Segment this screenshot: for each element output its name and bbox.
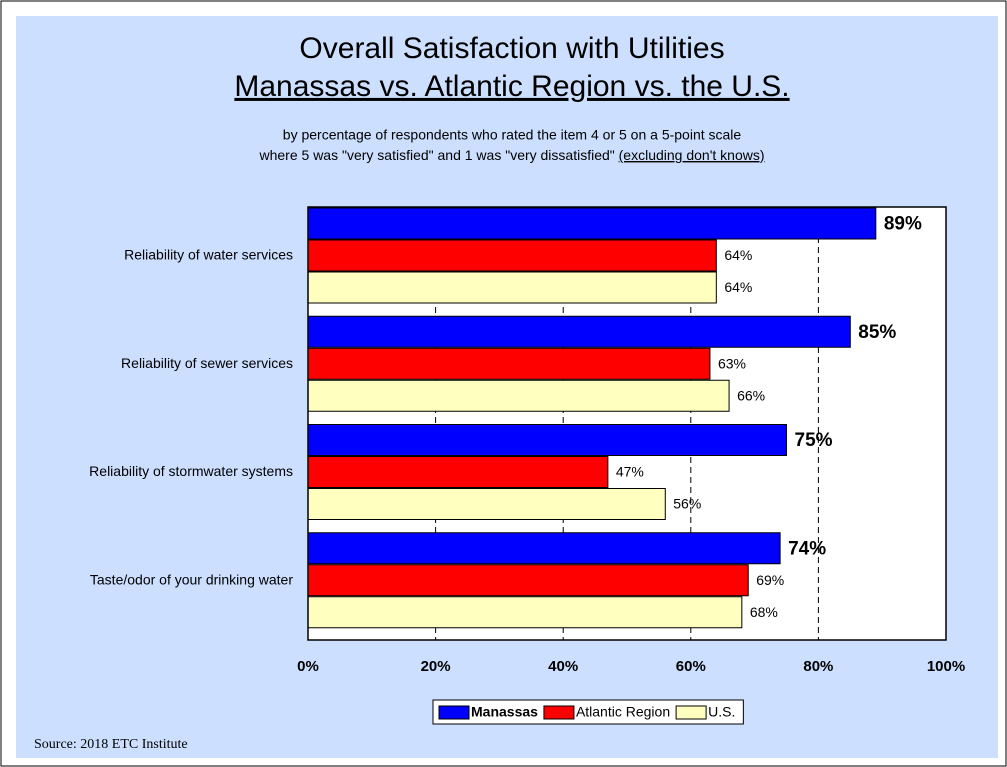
data-label: 69% xyxy=(756,572,784,588)
legend-label: Manassas xyxy=(471,704,538,720)
legend-label: Atlantic Region xyxy=(576,704,670,720)
note: where 5 was "very satisfied" and 1 was "… xyxy=(259,147,765,163)
legend: Manassas Atlantic Region U.S. xyxy=(432,699,744,725)
source: Source: 2018 ETC Institute xyxy=(34,737,188,752)
bar xyxy=(307,207,877,240)
note: by percentage of respondents who rated t… xyxy=(283,127,742,143)
x-tick-label: 60% xyxy=(676,658,706,675)
data-label: 64% xyxy=(724,279,752,295)
x-tick-label: 20% xyxy=(421,658,451,675)
bar xyxy=(307,239,717,272)
chart-subtitle: Manassas vs. Atlantic Region vs. the U.S… xyxy=(234,70,789,103)
data-label: 47% xyxy=(616,464,644,480)
data-label: 64% xyxy=(724,247,752,263)
bar xyxy=(307,315,851,348)
category-label: Taste/odor of your drinking water xyxy=(90,571,293,587)
legend-swatch xyxy=(675,705,707,720)
data-label: 75% xyxy=(795,430,833,451)
chart-title: Overall Satisfaction with Utilities xyxy=(299,32,724,65)
bar xyxy=(307,424,787,456)
bar xyxy=(307,564,749,597)
bar xyxy=(307,271,717,304)
data-label: 74% xyxy=(788,538,826,559)
legend-swatch xyxy=(438,705,470,720)
legend-label: U.S. xyxy=(708,704,735,720)
bar xyxy=(307,596,743,629)
note-text: where 5 was "very satisfied" and 1 was "… xyxy=(259,147,615,163)
bar xyxy=(307,488,666,520)
bar xyxy=(307,532,781,565)
x-tick-label: 40% xyxy=(548,658,578,675)
data-label: 63% xyxy=(718,355,746,371)
legend-swatch xyxy=(543,705,575,720)
bar xyxy=(307,379,730,412)
bar xyxy=(307,347,711,380)
x-tick-label: 100% xyxy=(927,658,965,675)
x-tick-label: 80% xyxy=(803,658,833,675)
data-label: 68% xyxy=(750,604,778,620)
data-label: 85% xyxy=(858,322,896,343)
x-tick-label: 0% xyxy=(297,658,319,675)
note-underlined: (excluding don't knows) xyxy=(619,147,765,163)
data-label: 66% xyxy=(737,387,765,403)
bar xyxy=(307,456,609,488)
category-label: Reliability of water services xyxy=(124,247,293,263)
category-label: Reliability of stormwater systems xyxy=(89,463,293,479)
category-label: Reliability of sewer services xyxy=(121,355,293,371)
plot-border xyxy=(307,206,947,641)
data-label: 56% xyxy=(673,496,701,512)
data-label: 89% xyxy=(884,214,922,235)
